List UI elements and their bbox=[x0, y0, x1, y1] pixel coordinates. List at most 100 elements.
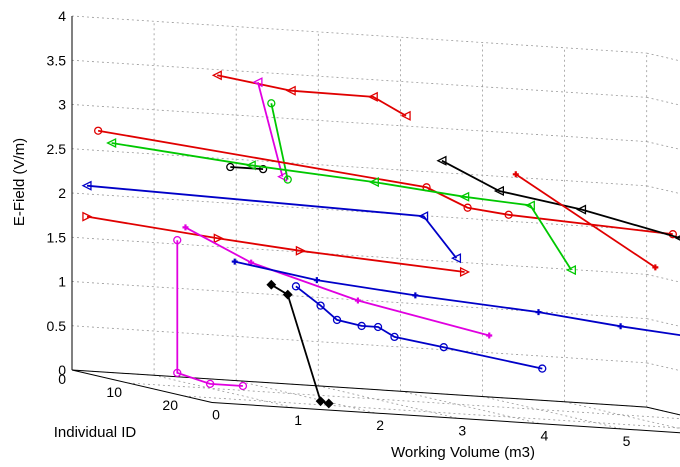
gridline-back-z bbox=[646, 141, 680, 150]
series-8 bbox=[512, 171, 659, 271]
gridline-back-z bbox=[646, 362, 680, 371]
series-line bbox=[86, 215, 465, 273]
series-line bbox=[230, 166, 264, 170]
data-point-marker bbox=[535, 309, 542, 316]
data-point-marker bbox=[652, 264, 659, 271]
gridline-back-z bbox=[646, 52, 680, 62]
data-point-marker bbox=[565, 264, 576, 276]
data-point-marker bbox=[390, 332, 399, 342]
gridline-left-z bbox=[71, 192, 647, 231]
data-point-marker bbox=[267, 99, 276, 108]
gridline-back-z bbox=[646, 96, 680, 106]
data-point-marker bbox=[258, 164, 268, 174]
data-point-marker bbox=[400, 110, 411, 121]
x-tick-label: 3 bbox=[458, 422, 466, 438]
series-3 bbox=[267, 99, 292, 184]
data-point-marker bbox=[538, 364, 547, 373]
gridline-floor-x bbox=[400, 390, 541, 425]
data-point-marker bbox=[463, 203, 472, 212]
z-tick-label: 3 bbox=[58, 97, 66, 113]
data-point-marker bbox=[357, 321, 366, 331]
data-point-marker bbox=[211, 70, 222, 81]
gridline-floor-x bbox=[236, 380, 377, 414]
data-point-marker bbox=[182, 224, 189, 231]
x-tick-label: 0 bbox=[212, 407, 220, 423]
z-tick-label: 3.5 bbox=[47, 52, 67, 68]
data-point-marker bbox=[493, 185, 505, 197]
data-point-marker bbox=[173, 236, 182, 245]
series-line bbox=[234, 260, 680, 337]
series-line bbox=[270, 103, 289, 180]
data-point-marker bbox=[81, 180, 92, 191]
z-tick-label: 1 bbox=[58, 274, 66, 290]
data-point-marker bbox=[323, 398, 334, 409]
z-tick-label: 1.5 bbox=[47, 229, 67, 245]
gridline-left-z bbox=[71, 281, 647, 319]
data-point-marker bbox=[368, 177, 379, 188]
gridline-left-z bbox=[71, 104, 647, 142]
gridline-back-z bbox=[646, 273, 680, 283]
gridline-floor-x bbox=[154, 374, 295, 409]
data-point-marker bbox=[205, 379, 215, 389]
data-point-marker bbox=[354, 297, 361, 304]
z-axis-label: E-Field (V/m) bbox=[11, 138, 28, 226]
grid-layer bbox=[71, 15, 680, 434]
series-line bbox=[270, 283, 330, 405]
data-point-marker bbox=[450, 253, 462, 264]
data-point-marker bbox=[282, 289, 293, 300]
data-point-marker bbox=[245, 160, 256, 171]
floor-back-edge bbox=[71, 369, 647, 408]
gridline-floor-x bbox=[646, 406, 680, 416]
x-tick-label: 4 bbox=[541, 428, 549, 444]
data-point-marker bbox=[291, 282, 301, 291]
y-axis-label: Individual ID bbox=[54, 424, 137, 441]
gridline-back-z bbox=[646, 406, 680, 416]
z-tick-label: 4 bbox=[58, 8, 66, 24]
gridline-floor-y bbox=[127, 382, 680, 420]
series-1 bbox=[211, 70, 411, 121]
data-point-marker bbox=[617, 323, 624, 330]
gridline-left-z bbox=[71, 325, 647, 364]
data-point-marker bbox=[504, 210, 513, 219]
data-point-marker bbox=[82, 211, 93, 222]
data-point-marker bbox=[459, 266, 471, 278]
y-tick-label: 20 bbox=[162, 397, 178, 413]
tick-layer: 012345670102000.511.522.533.54 bbox=[47, 8, 631, 449]
data-point-marker bbox=[283, 175, 292, 184]
gridline-floor-y bbox=[183, 395, 680, 429]
data-point-marker bbox=[486, 332, 493, 339]
series-13 bbox=[291, 282, 547, 373]
data-point-marker bbox=[285, 85, 296, 96]
z-tick-label: 0.5 bbox=[47, 318, 67, 334]
gridline-left-z bbox=[71, 59, 647, 98]
series-line bbox=[441, 159, 680, 239]
data-point-marker bbox=[295, 245, 306, 256]
series-14 bbox=[173, 236, 248, 391]
data-point-marker bbox=[173, 368, 182, 378]
data-point-marker bbox=[524, 200, 535, 211]
series-7 bbox=[106, 137, 576, 276]
data-point-marker bbox=[252, 77, 263, 88]
gridline-floor-x bbox=[318, 385, 459, 419]
y-tick-label: 0 bbox=[58, 371, 66, 387]
gridline-left-z bbox=[71, 15, 647, 54]
data-point-marker bbox=[313, 277, 320, 284]
data-point-marker bbox=[367, 91, 378, 102]
series-2 bbox=[252, 77, 288, 182]
data-point-marker bbox=[512, 171, 519, 178]
data-point-marker bbox=[238, 381, 248, 391]
gridline-floor-x bbox=[564, 401, 680, 429]
series-line bbox=[515, 173, 656, 269]
series-line bbox=[97, 129, 673, 236]
gridline-left-z bbox=[71, 148, 647, 187]
data-point-marker bbox=[575, 204, 587, 215]
data-point-marker bbox=[106, 137, 117, 149]
series-line bbox=[86, 184, 458, 259]
data-point-marker bbox=[412, 292, 419, 299]
series-12 bbox=[231, 258, 680, 337]
y-axis-line bbox=[71, 369, 213, 403]
data-point-marker bbox=[418, 211, 429, 222]
gridline-back-z bbox=[646, 229, 680, 239]
gridline-floor-x bbox=[482, 396, 623, 430]
